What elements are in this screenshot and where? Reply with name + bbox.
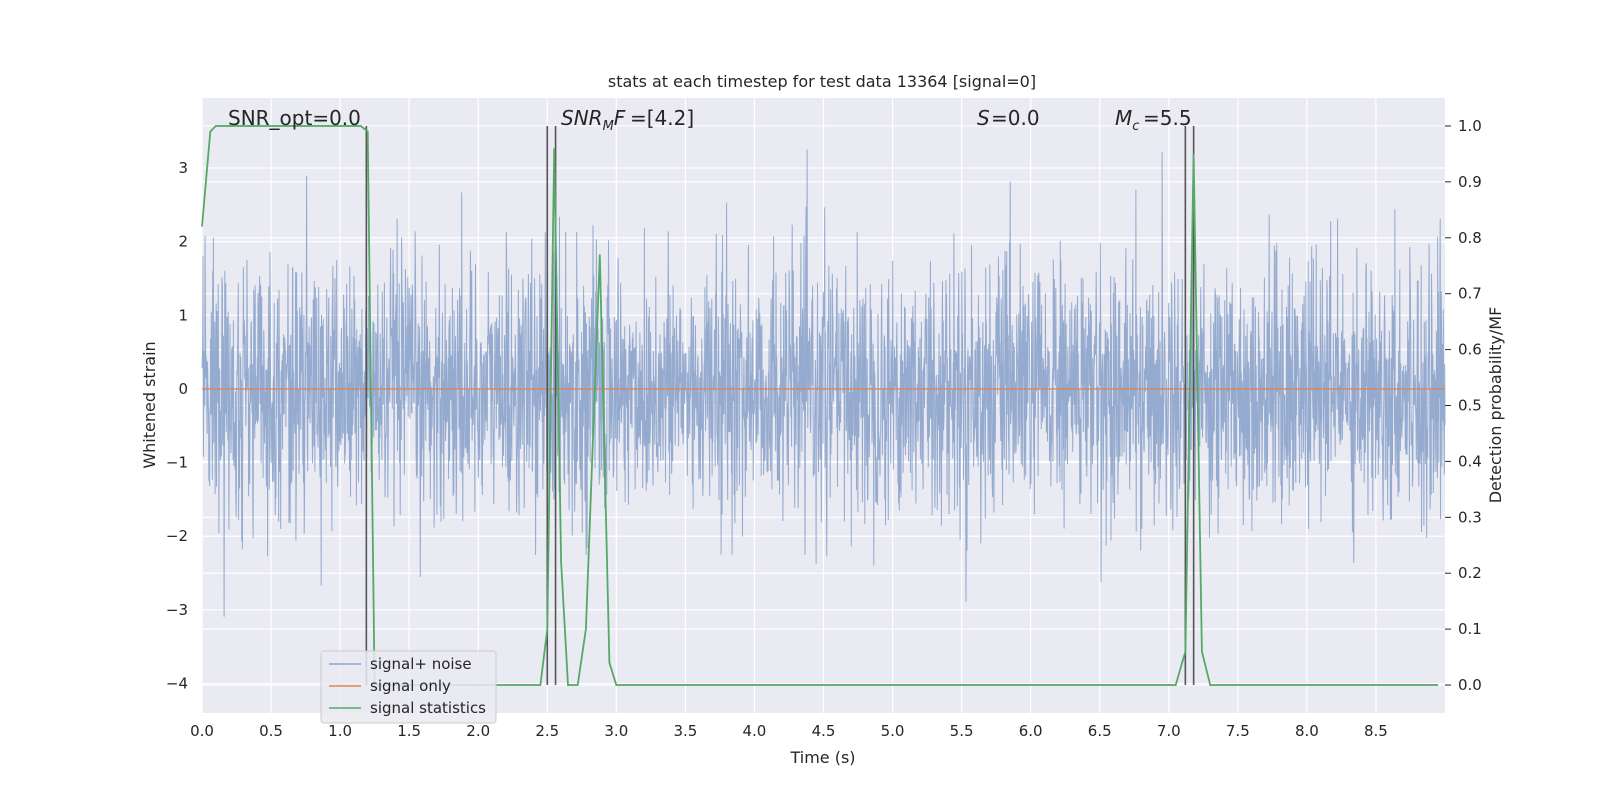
y-left-tick-label: −4 — [166, 675, 188, 693]
y-axis-left-ticks: 3 2 1 0 −1 −2 −3 −4 — [166, 159, 188, 693]
legend-label-signal-noise: signal+ noise — [370, 655, 472, 673]
series-signal-statistics — [201, 125, 1439, 686]
x-tick-label: 2.0 — [466, 722, 490, 740]
y-right-tick-label: 0.0 — [1458, 676, 1482, 694]
vertical-markers — [365, 125, 1195, 686]
x-tick-label: 7.5 — [1226, 722, 1250, 740]
annotation-snr-mf-value: =[4.2] — [630, 106, 694, 130]
y-right-tick-label: 0.6 — [1458, 341, 1482, 359]
chart-title: stats at each timestep for test data 133… — [608, 72, 1036, 91]
y-axis-right-label: Detection probability/MF — [1486, 307, 1505, 504]
y-left-tick-label: 3 — [178, 159, 188, 177]
annotation-snr-mf-label: SNRMF — [561, 106, 626, 134]
x-axis-ticks: 0.0 0.5 1.0 1.5 2.0 2.5 3.0 3.5 4.0 4.5 5.0 5.5 6.0 6… — [190, 722, 1388, 740]
y-right-tick-label: 0.2 — [1458, 564, 1482, 582]
x-tick-label: 1.5 — [397, 722, 421, 740]
annotation-mc-value: =5.5 — [1143, 106, 1192, 130]
x-axis-label: Time (s) — [789, 748, 855, 767]
x-tick-label: 8.5 — [1364, 722, 1388, 740]
x-tick-label: 3.0 — [604, 722, 628, 740]
y-axis-left-label: Whitened strain — [140, 341, 159, 468]
x-tick-label: 4.0 — [743, 722, 767, 740]
signal-statistics-line — [201, 125, 1439, 686]
y-right-tick-label: 0.1 — [1458, 620, 1482, 638]
x-tick-label: 5.0 — [881, 722, 905, 740]
x-tick-label: 2.5 — [535, 722, 559, 740]
x-tick-label: 5.5 — [950, 722, 974, 740]
annotation-snr-opt: SNR_opt=0.0 — [228, 106, 361, 130]
x-tick-label: 6.0 — [1019, 722, 1043, 740]
y-right-tick-label: 0.7 — [1458, 285, 1482, 303]
y-left-tick-label: −1 — [166, 454, 188, 472]
y-left-tick-label: 1 — [178, 306, 188, 324]
y-left-tick-label: 0 — [178, 380, 188, 398]
y-left-tick-label: −2 — [166, 527, 188, 545]
y-right-tick-label: 0.8 — [1458, 229, 1482, 247]
annotation-mc-label: Mc — [1115, 106, 1139, 134]
annotation-s-label: S — [977, 106, 990, 130]
legend: signal+ noise signal only signal statist… — [320, 650, 497, 724]
y-right-tick-label: 0.3 — [1458, 508, 1482, 526]
legend-label-signal-statistics: signal statistics — [370, 699, 486, 717]
x-tick-label: 0.5 — [259, 722, 283, 740]
x-tick-label: 0.0 — [190, 722, 214, 740]
series-signal-noise — [201, 149, 1446, 617]
x-tick-label: 1.0 — [328, 722, 352, 740]
noise-trace — [201, 149, 1446, 617]
x-tick-label: 8.0 — [1295, 722, 1319, 740]
x-tick-label: 7.0 — [1157, 722, 1181, 740]
y-left-tick-label: −3 — [166, 601, 188, 619]
legend-box — [320, 650, 497, 724]
annotation-s-value: =0.0 — [991, 106, 1040, 130]
x-tick-label: 4.5 — [812, 722, 836, 740]
y-axis-right-ticks: 1.0 0.9 0.8 0.7 0.6 0.5 0.4 0.3 0.2 0.1 0.0 — [1445, 117, 1482, 694]
legend-label-signal-only: signal only — [370, 677, 451, 695]
y-right-tick-label: 0.9 — [1458, 173, 1482, 191]
y-right-tick-label: 1.0 — [1458, 117, 1482, 135]
y-right-tick-label: 0.5 — [1458, 397, 1482, 415]
y-left-tick-label: 2 — [178, 233, 188, 251]
x-tick-label: 3.5 — [673, 722, 697, 740]
y-right-tick-label: 0.4 — [1458, 452, 1482, 470]
x-tick-label: 6.5 — [1088, 722, 1112, 740]
